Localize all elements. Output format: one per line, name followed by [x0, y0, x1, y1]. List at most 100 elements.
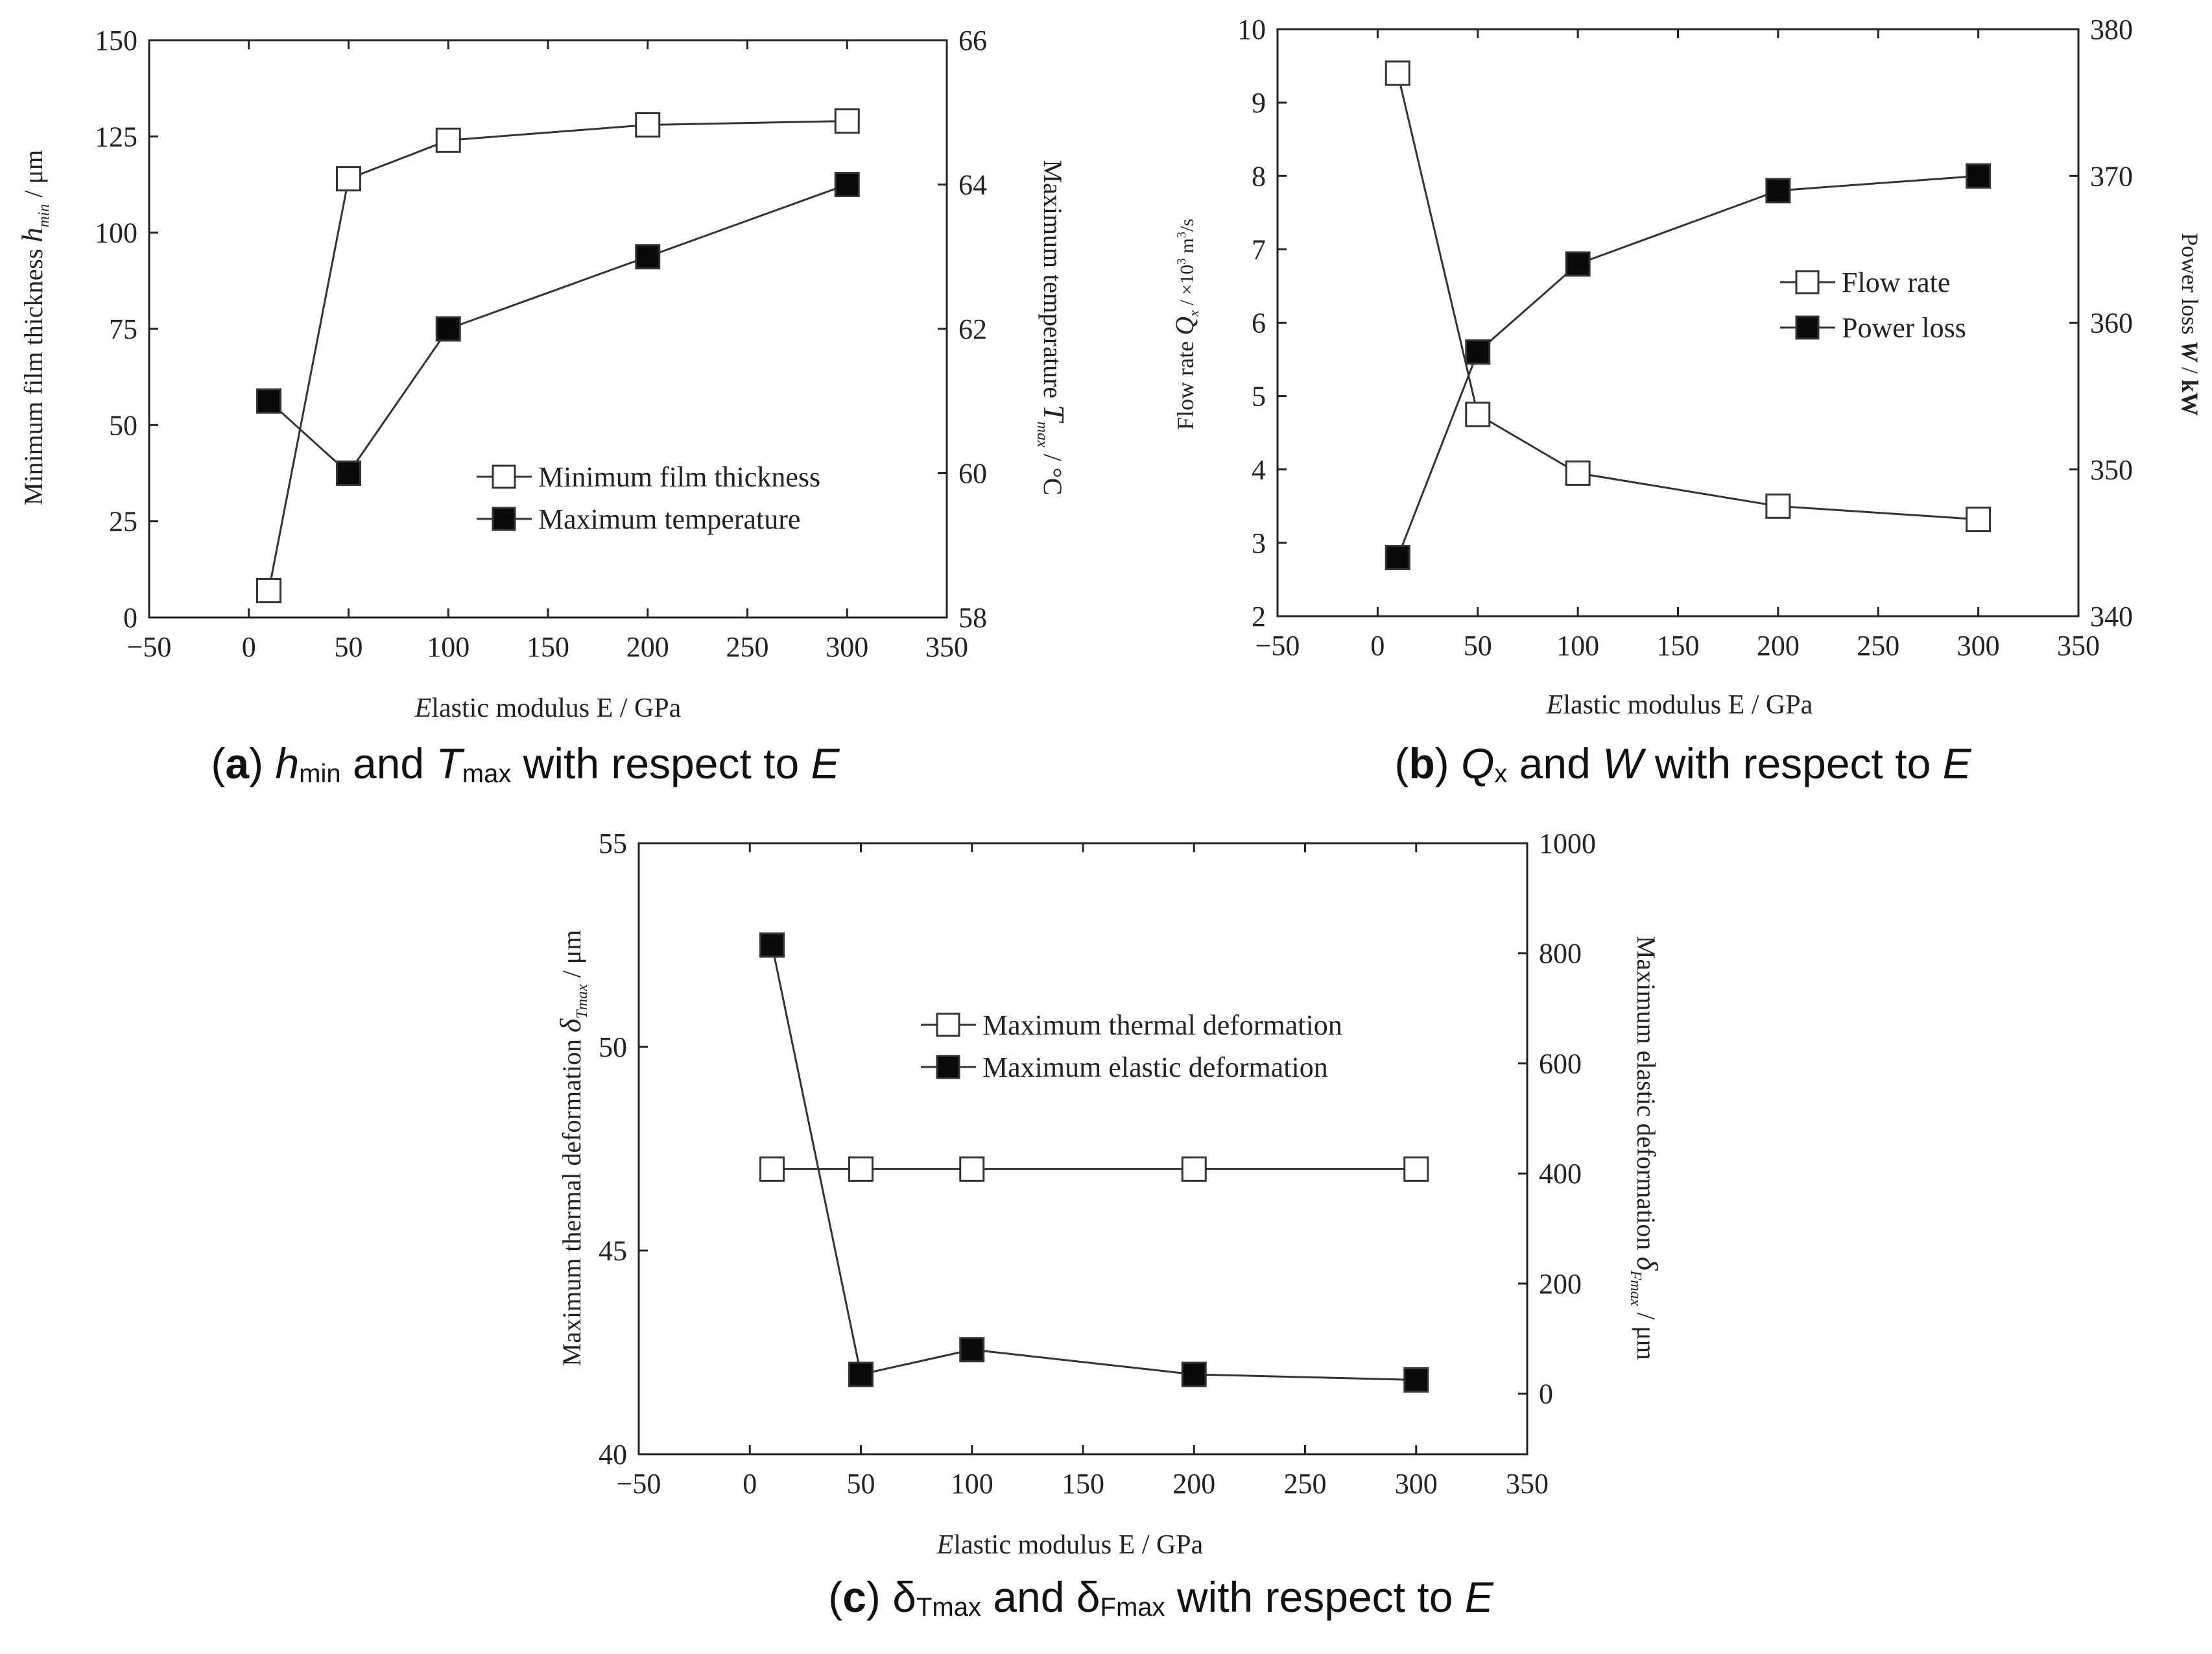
y-right-tick-label: 350: [2090, 454, 2133, 486]
y-right-tick-label: 380: [2090, 14, 2133, 45]
y-right-tick-label: 60: [958, 458, 987, 490]
chart-panel-b: −50 0 50 100 150 200 250 300 3502345678910340350…: [1170, 14, 2203, 788]
x-tick-label: −50: [1255, 630, 1300, 662]
y-left-tick-label: 55: [599, 828, 627, 859]
x-tick-label: 100: [951, 1468, 993, 1500]
legend-label: Power loss: [1842, 312, 1966, 344]
y-right-tick-label: 62: [958, 313, 987, 345]
legend-label: Maximum thermal deformation: [982, 1009, 1342, 1041]
y-right-tick-label: 340: [2090, 601, 2133, 632]
x-tick-label: 350: [2057, 630, 2100, 662]
data-point-filled-200: [635, 244, 661, 270]
y-left-tick-label: 10: [1237, 14, 1266, 45]
legend-label: Minimum film thickness: [538, 461, 820, 493]
data-point-filled-50: [336, 461, 361, 486]
series-line-filled: [268, 184, 848, 475]
data-point-open-50: [848, 1156, 874, 1182]
y-right-tick-label: 64: [958, 169, 987, 201]
x-tick-label: 0: [242, 631, 256, 663]
legend-marker-open: [492, 464, 516, 489]
y-right-tick-label: 370: [2090, 160, 2133, 192]
legend-marker-filled: [936, 1055, 960, 1079]
y-left-tick-label: 75: [109, 313, 137, 345]
y-left-tick-label: 40: [599, 1439, 627, 1470]
panel-caption: (c) δTmax and δFmax with respect to E: [828, 1573, 1494, 1622]
data-point-filled-200: [1181, 1361, 1207, 1387]
data-point-open-200: [1765, 493, 1791, 519]
x-tick-label: 150: [527, 631, 569, 663]
data-point-open-100: [959, 1156, 985, 1182]
x-tick-label: 0: [1370, 630, 1385, 662]
y-right-tick-label: 800: [1539, 938, 1582, 970]
panel-caption: (a) hmin and Tmax with respect to E: [211, 739, 840, 788]
data-point-filled-200: [1765, 178, 1791, 204]
data-point-open-300: [1966, 507, 1992, 533]
y-right-tick-label: 360: [2090, 307, 2133, 339]
x-tick-label: 100: [1556, 630, 1599, 662]
data-point-open-100: [435, 127, 461, 153]
data-point-filled-100: [1565, 251, 1591, 277]
y-left-tick-label: 125: [95, 121, 137, 152]
legend-marker-open: [936, 1013, 960, 1037]
y-left-tick-label: 5: [1252, 381, 1266, 413]
x-tick-label: 200: [1172, 1468, 1215, 1500]
data-point-filled-10: [759, 932, 785, 958]
data-point-open-300: [1403, 1156, 1429, 1182]
x-tick-label: 250: [1284, 1468, 1327, 1500]
y-left-tick-label: 8: [1252, 160, 1266, 192]
legend-label: Flow rate: [1842, 267, 1950, 298]
y-left-tick-label: 50: [109, 409, 137, 441]
x-tick-label: 350: [1506, 1468, 1549, 1500]
y-left-tick-label: 2: [1252, 601, 1266, 632]
x-tick-label: 200: [1757, 630, 1800, 662]
data-point-filled-100: [435, 316, 461, 342]
chart-panel-a: −50 0 50 100 150 200 250 300 3500255075100125150…: [16, 25, 1071, 788]
series-line-filled: [1396, 174, 1979, 558]
y-right-tick-label: 600: [1539, 1048, 1582, 1079]
x-tick-label: 300: [1957, 630, 2000, 662]
legend-marker-open: [1795, 270, 1820, 294]
y-axis-right-label: Maximum elastic deformation δFmax / μm: [1627, 936, 1664, 1360]
x-tick-label: 100: [427, 631, 470, 663]
data-point-filled-10: [1385, 545, 1410, 570]
x-tick-label: −50: [617, 1468, 661, 1500]
y-left-tick-label: 25: [109, 506, 137, 538]
x-axis-label: Elastic modulus E / GPa: [1546, 690, 1813, 720]
data-point-filled-50: [848, 1361, 874, 1387]
y-left-tick-label: 4: [1252, 454, 1266, 486]
x-tick-label: 300: [1395, 1468, 1438, 1500]
data-point-open-300: [834, 108, 860, 134]
data-point-open-200: [1181, 1156, 1207, 1182]
y-right-tick-label: 400: [1539, 1158, 1582, 1190]
x-tick-label: 150: [1062, 1468, 1104, 1500]
legend-marker-filled: [492, 507, 516, 531]
y-left-tick-label: 7: [1252, 234, 1266, 265]
legend-marker-filled: [1795, 315, 1820, 340]
x-tick-label: 0: [743, 1468, 757, 1500]
data-point-open-50: [1465, 402, 1491, 427]
y-right-tick-label: 1000: [1539, 828, 1596, 859]
y-left-tick-label: 150: [95, 25, 137, 56]
y-right-tick-label: 58: [958, 602, 987, 634]
x-tick-label: 250: [1857, 630, 1899, 662]
y-axis-left-label: Maximum thermal deformation δTmax / μm: [554, 930, 591, 1367]
x-tick-label: 350: [925, 631, 968, 663]
y-right-tick-label: 200: [1539, 1268, 1582, 1300]
panel-caption: (b) Qx and W with respect to E: [1394, 739, 1971, 788]
y-axis-right-label: Maximum temperature Tmax / °C: [1034, 160, 1071, 495]
data-point-filled-300: [1403, 1367, 1429, 1393]
x-tick-label: 50: [335, 631, 363, 663]
x-axis-label: Elastic modulus E / GPa: [414, 693, 682, 723]
x-tick-label: 50: [847, 1468, 875, 1500]
y-left-tick-label: 6: [1252, 307, 1266, 339]
data-point-open-10: [1385, 60, 1410, 86]
legend-label: Maximum temperature: [538, 503, 800, 535]
legend-label: Maximum elastic deformation: [982, 1051, 1328, 1083]
data-point-filled-100: [959, 1337, 985, 1363]
data-point-open-50: [336, 166, 361, 192]
data-point-filled-10: [256, 388, 281, 414]
chart-panel-c: −50 0 50 100 150 200 250 300 350 40 45 50 55 0 200 400 6…: [554, 828, 1664, 1622]
y-left-tick-label: 45: [599, 1235, 627, 1267]
y-left-tick-label: 100: [95, 217, 137, 249]
